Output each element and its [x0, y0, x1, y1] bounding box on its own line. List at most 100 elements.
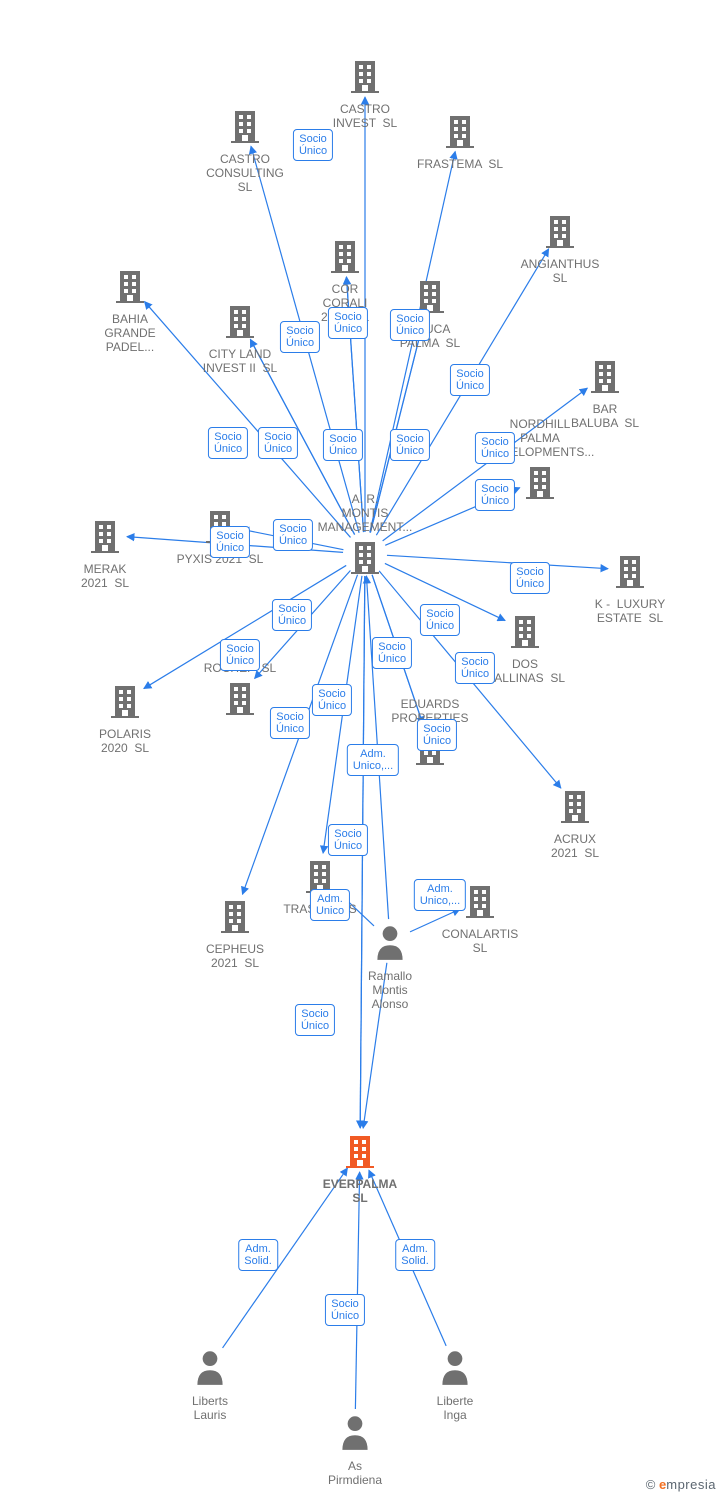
- person-icon-wrap: [434, 1345, 476, 1392]
- node-label: Ramallo Montis Alonso: [330, 967, 450, 1013]
- building-icon-wrap: [220, 300, 260, 345]
- node-label: K - LUXURY ESTATE SL: [570, 595, 690, 627]
- person-icon: [334, 1410, 376, 1452]
- person-icon: [369, 920, 411, 962]
- building-icon-wrap: [325, 235, 365, 280]
- brand-rest: mpresia: [666, 1477, 716, 1492]
- person-icon: [434, 1345, 476, 1387]
- edge-label: Socio Único: [417, 719, 457, 751]
- building-icon: [110, 265, 150, 305]
- node-label: POLARIS 2020 SL: [65, 725, 185, 757]
- building-icon: [105, 680, 145, 720]
- building-icon-wrap: [225, 105, 265, 150]
- node-merak[interactable]: MERAK 2021 SL: [45, 515, 165, 592]
- node-everpalma[interactable]: EVERPALMA SL: [300, 1130, 420, 1207]
- copyright-symbol: ©: [646, 1477, 656, 1492]
- building-icon: [440, 110, 480, 150]
- building-icon: [220, 300, 260, 340]
- building-icon-wrap: [460, 880, 500, 925]
- edge-label: Socio Único: [220, 639, 260, 671]
- building-icon: [215, 895, 255, 935]
- edge-label: Socio Único: [258, 427, 298, 459]
- building-icon: [345, 55, 385, 95]
- node-angianthus[interactable]: ANGIANTHUS SL: [500, 210, 620, 287]
- node-liberts[interactable]: Liberts Lauris: [150, 1345, 270, 1424]
- building-icon-wrap: [505, 610, 545, 655]
- person-icon-wrap: [189, 1345, 231, 1392]
- node-label: A. R. MONTIS MANAGEMENT...: [305, 490, 425, 536]
- node-ar_montis[interactable]: A. R. MONTIS MANAGEMENT...: [305, 490, 425, 581]
- building-icon: [555, 785, 595, 825]
- building-icon-wrap: [345, 55, 385, 100]
- edge: [355, 1172, 359, 1409]
- edge-label: Socio Único: [420, 604, 460, 636]
- node-label: As Pirmdiena: [295, 1457, 415, 1489]
- building-icon: [85, 515, 125, 555]
- copyright-notice: © empresia: [646, 1477, 716, 1492]
- edge-label: Socio Único: [510, 562, 550, 594]
- node-bahia[interactable]: BAHIA GRANDE PADEL...: [70, 265, 190, 356]
- edge-label: Socio Único: [295, 1004, 335, 1036]
- building-icon-wrap: [215, 895, 255, 940]
- node-label: MERAK 2021 SL: [45, 560, 165, 592]
- building-icon: [460, 880, 500, 920]
- building-icon-wrap: [110, 265, 150, 310]
- node-label: ACRUX 2021 SL: [515, 830, 635, 862]
- node-ramallo[interactable]: Ramallo Montis Alonso: [330, 920, 450, 1013]
- edge-label: Socio Único: [475, 432, 515, 464]
- edge-label: Socio Único: [273, 519, 313, 551]
- edge-label: Socio Único: [475, 479, 515, 511]
- edge-label: Socio Único: [208, 427, 248, 459]
- edge-label: Adm. Unico: [310, 889, 350, 921]
- building-icon-wrap: [520, 461, 560, 506]
- node-azuca[interactable]: AZUCA PALMA SL: [370, 275, 490, 352]
- node-liberte[interactable]: Liberte Inga: [395, 1345, 515, 1424]
- node-k_luxury[interactable]: K - LUXURY ESTATE SL: [570, 550, 690, 627]
- building-icon: [610, 550, 650, 590]
- node-label: ANGIANTHUS SL: [500, 255, 620, 287]
- building-icon: [220, 677, 260, 717]
- person-icon-wrap: [334, 1410, 376, 1457]
- building-icon-wrap: [345, 536, 385, 581]
- person-icon: [189, 1345, 231, 1387]
- edge-label: Adm. Solid.: [238, 1239, 278, 1271]
- edge-label: Socio Único: [328, 307, 368, 339]
- building-icon: [540, 210, 580, 250]
- person-icon-wrap: [369, 920, 411, 967]
- building-icon-wrap: [585, 355, 625, 400]
- node-acrux[interactable]: ACRUX 2021 SL: [515, 785, 635, 862]
- edge-label: Socio Único: [328, 824, 368, 856]
- building-icon-wrap: [220, 677, 260, 722]
- building-icon-wrap: [340, 1130, 380, 1175]
- edge-label: Adm. Solid.: [395, 1239, 435, 1271]
- building-icon-wrap: [555, 785, 595, 830]
- node-label: AZUCA PALMA SL: [370, 320, 490, 352]
- building-icon: [520, 461, 560, 501]
- node-label: EVERPALMA SL: [300, 1175, 420, 1207]
- building-icon: [585, 355, 625, 395]
- edge-label: Socio Único: [325, 1294, 365, 1326]
- edge-label: Socio Único: [372, 637, 412, 669]
- edge-label: Socio Único: [312, 684, 352, 716]
- node-castro_consult[interactable]: CASTRO CONSULTING SL: [185, 105, 305, 196]
- building-icon-wrap: [540, 210, 580, 255]
- node-polaris[interactable]: POLARIS 2020 SL: [65, 680, 185, 757]
- edge-label: Socio Único: [390, 429, 430, 461]
- building-icon-wrap: [105, 680, 145, 725]
- edge-label: Socio Único: [280, 321, 320, 353]
- edge-label: Adm. Unico,...: [347, 744, 399, 776]
- building-icon: [345, 536, 385, 576]
- node-label: Liberte Inga: [395, 1392, 515, 1424]
- node-frastema[interactable]: FRASTEMA SL: [400, 110, 520, 173]
- node-label: BAHIA GRANDE PADEL...: [70, 310, 190, 356]
- node-cepheus[interactable]: CEPHEUS 2021 SL: [175, 895, 295, 972]
- building-icon: [325, 235, 365, 275]
- node-label: CASTRO CONSULTING SL: [185, 150, 305, 196]
- edge-label: Socio Único: [293, 129, 333, 161]
- edge-label: Socio Único: [455, 652, 495, 684]
- edge-label: Socio Único: [210, 526, 250, 558]
- node-label: Liberts Lauris: [150, 1392, 270, 1424]
- node-label: FRASTEMA SL: [400, 155, 520, 173]
- edge-label: Socio Único: [450, 364, 490, 396]
- building-icon: [225, 105, 265, 145]
